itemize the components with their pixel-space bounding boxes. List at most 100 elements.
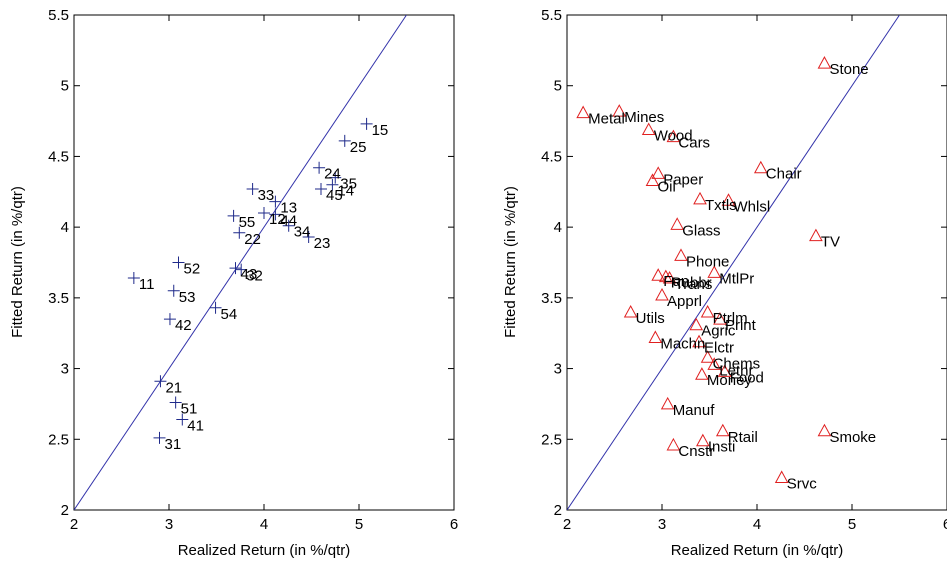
data-point-marker xyxy=(717,364,732,377)
data-point-marker xyxy=(666,129,681,143)
y-tick-label: 5.5 xyxy=(48,7,69,24)
data-point-marker xyxy=(662,271,677,284)
data-point-marker xyxy=(666,437,681,451)
x-tick-label: 6 xyxy=(450,516,458,533)
data-point-label: 55 xyxy=(239,214,256,231)
data-point-label: 52 xyxy=(184,261,201,278)
data-point-marker xyxy=(655,287,669,301)
data-point-marker xyxy=(753,160,768,174)
data-point-marker xyxy=(246,182,259,195)
data-point-label: Utils xyxy=(636,310,665,327)
data-point-marker xyxy=(648,330,663,343)
data-point-label: 25 xyxy=(350,139,367,156)
data-point-label: 21 xyxy=(165,379,182,396)
y-tick-label: 3.5 xyxy=(541,290,562,307)
data-point-label: Wood xyxy=(654,128,693,145)
y-tick-label: 2.5 xyxy=(541,431,562,448)
data-point-label: Chems xyxy=(713,355,761,372)
data-point-label: 12 xyxy=(269,211,286,228)
data-point-marker xyxy=(612,104,627,117)
plot-area xyxy=(74,15,407,510)
data-point-label: Whlsl xyxy=(734,198,771,215)
data-point-marker xyxy=(693,191,707,205)
data-point-label: Trans xyxy=(675,276,713,293)
y-axis-label: Fitted Return (in %/qtr) xyxy=(502,186,519,338)
data-point-marker xyxy=(715,423,730,437)
data-point-marker xyxy=(269,195,282,208)
data-point-marker xyxy=(700,304,715,318)
plot-area xyxy=(567,15,900,510)
data-point-label: 13 xyxy=(280,200,297,217)
data-point-marker xyxy=(817,56,832,69)
data-point-label: 22 xyxy=(244,231,261,248)
data-point-label: Ptrlm xyxy=(713,310,748,327)
x-tick-label: 3 xyxy=(658,516,666,533)
x-tick-label: 5 xyxy=(848,516,856,533)
data-point-marker xyxy=(707,357,722,370)
data-point-marker xyxy=(817,423,832,437)
data-point-label: 45 xyxy=(326,187,343,204)
y-tick-label: 4 xyxy=(554,219,562,236)
data-point-marker xyxy=(172,256,185,269)
data-point-label: Oil xyxy=(658,178,676,195)
y-tick-label: 2.5 xyxy=(48,431,69,448)
data-point-marker xyxy=(623,304,638,318)
data-point-marker xyxy=(658,269,673,283)
data-point-marker xyxy=(282,219,295,232)
data-point-label: Smoke xyxy=(829,429,876,446)
y-tick-label: 5 xyxy=(554,78,562,95)
data-point-marker xyxy=(258,207,270,219)
data-point-label: 34 xyxy=(294,224,311,241)
data-point-marker xyxy=(169,396,182,409)
y-tick-label: 4.5 xyxy=(541,148,562,165)
data-point-label: 53 xyxy=(179,289,196,306)
data-point-label: Food xyxy=(730,369,764,386)
x-tick-label: 4 xyxy=(260,516,268,533)
reference-line xyxy=(74,15,407,510)
reference-line xyxy=(567,15,900,510)
data-point-label: Mines xyxy=(624,109,664,126)
axes-frame xyxy=(73,14,455,511)
ticks: 2 3 4 5 6 2 2.5 3 3.5 4 4.5 5 5.5 xyxy=(541,7,947,533)
data-point-marker xyxy=(721,193,736,206)
chart-panel-left: 2 3 4 5 622.533.544.555.5 152524351445331312… xyxy=(9,7,458,559)
data-point-marker xyxy=(127,272,140,285)
data-point-label: Machn xyxy=(660,335,705,352)
data-point-label: 42 xyxy=(175,317,192,334)
data-point-marker xyxy=(315,182,327,195)
data-point-label: 14 xyxy=(337,183,354,200)
data-point-marker xyxy=(774,470,789,483)
data-point-marker xyxy=(338,134,351,147)
data-point-label: 23 xyxy=(314,235,331,252)
data-point-marker xyxy=(692,334,706,348)
data-point-label: 43 xyxy=(241,266,258,283)
y-tick-label: 2 xyxy=(61,502,69,519)
markers xyxy=(127,117,373,444)
y-axis-label: Fitted Return (in %/qtr) xyxy=(9,186,26,338)
data-point-label: Stone xyxy=(829,61,868,78)
data-point-marker xyxy=(670,217,685,230)
data-point-marker xyxy=(700,350,715,363)
data-point-marker xyxy=(713,312,727,325)
data-point-label: Rubbr xyxy=(671,275,712,292)
y-tick-label: 3.5 xyxy=(48,290,69,307)
data-point-label: 31 xyxy=(165,436,182,453)
data-point-label: 51 xyxy=(181,401,198,418)
data-point-label: 33 xyxy=(258,187,275,204)
data-point-marker xyxy=(326,178,339,191)
data-point-label: Manuf xyxy=(673,402,716,419)
markers xyxy=(576,56,832,483)
y-tick-label: 5 xyxy=(61,78,69,95)
data-point-marker xyxy=(660,396,675,410)
data-point-label: 41 xyxy=(187,417,204,434)
x-tick-label: 2 xyxy=(563,516,571,533)
data-point-label: 24 xyxy=(324,166,341,183)
data-point-label: Cnstr xyxy=(678,443,714,460)
data-point-marker xyxy=(229,262,242,275)
x-tick-label: 4 xyxy=(753,516,761,533)
data-point-marker xyxy=(235,263,248,276)
data-point-label: Lethr xyxy=(719,362,753,379)
data-point-label: Metal xyxy=(588,111,625,128)
x-axis-label: Realized Return (in %/qtr) xyxy=(671,542,844,559)
